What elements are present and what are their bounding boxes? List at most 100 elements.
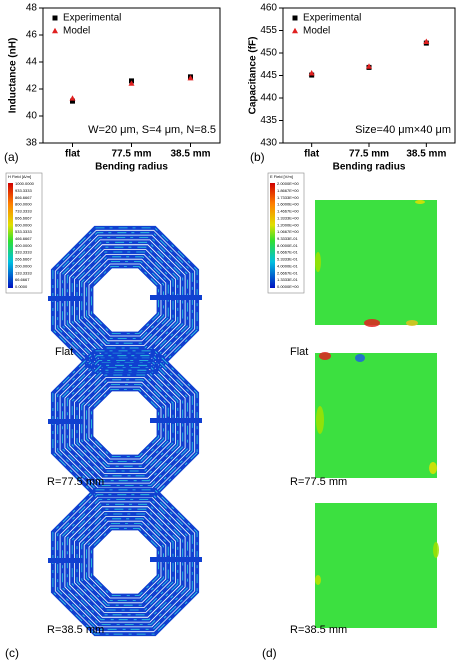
x-tick-label: flat — [65, 149, 81, 160]
colorbar-label: 66.6667 — [15, 277, 30, 282]
colorbar-label: 933.3333 — [15, 188, 32, 193]
field-spot — [319, 352, 331, 360]
y-tick-label: 40 — [26, 111, 38, 122]
caption: Flat — [55, 346, 73, 358]
coil-turn-field — [81, 379, 169, 467]
annotation: W=20 μm, S=4 μm, N=8.5 — [88, 124, 216, 136]
x-tick-label: flat — [304, 149, 320, 160]
marker-triangle — [292, 27, 298, 34]
legend-label: Experimental — [303, 13, 361, 24]
field-map — [315, 200, 437, 325]
x-tick-label: 38.5 mm — [170, 149, 210, 160]
caption: R=77.5 mm — [290, 476, 347, 488]
coil-turn-field — [66, 241, 184, 359]
colorbar-label: 800.0000 — [15, 202, 32, 207]
colorbar-label: 266.6667 — [15, 257, 32, 262]
colorbar-label: 1.0667E+00 — [277, 229, 299, 234]
coil-lead — [48, 296, 82, 301]
field-spot — [364, 319, 380, 327]
colorbar-label: 2.0000E+00 — [277, 181, 299, 186]
field-spot — [415, 200, 425, 204]
coil-lead — [150, 557, 202, 562]
y-tick-label: 440 — [260, 93, 277, 104]
field-spot — [406, 320, 418, 326]
coil-turn-field — [71, 369, 179, 477]
field-spot — [355, 354, 365, 362]
coil-turn-field — [81, 256, 169, 344]
field-spot — [315, 252, 321, 272]
coil-turn-field — [91, 528, 160, 596]
coil-turn-field — [52, 350, 198, 496]
marker-triangle — [187, 75, 194, 81]
colorbar-label: 6.6667E-01 — [277, 250, 298, 255]
colorbar-label: 0.0000 — [15, 284, 28, 289]
coil-turn-field — [52, 227, 198, 373]
field-map — [315, 353, 437, 478]
coil-turn-field — [76, 251, 174, 349]
field-map — [315, 503, 437, 628]
colorbar-label: 333.3333 — [15, 250, 32, 255]
colorbar-label: 133.3333 — [15, 270, 32, 275]
y-tick-label: 430 — [260, 138, 277, 149]
coil-lead — [150, 295, 202, 300]
y-tick-label: 455 — [260, 25, 277, 36]
x-tick-label: 77.5 mm — [111, 149, 151, 160]
colorbar-label: 1000.0000 — [15, 181, 35, 186]
field-spot — [316, 406, 324, 434]
coil-turn-field — [76, 513, 174, 611]
colorbar-label: 1.3333E+00 — [277, 215, 299, 220]
y-tick-label: 42 — [26, 84, 38, 95]
colorbar-label: 1.3333E-01 — [277, 277, 298, 282]
x-axis-label: Bending radius — [95, 162, 168, 173]
y-tick-label: 48 — [26, 3, 38, 14]
coil-turn-field — [66, 503, 184, 621]
marker-square — [52, 15, 58, 21]
x-axis-label: Bending radius — [333, 162, 406, 173]
colorbar — [8, 183, 13, 288]
coil-turn-field — [57, 494, 193, 630]
coil-turn-field — [66, 364, 184, 482]
coil-turn-field — [52, 489, 198, 635]
legend-label: Experimental — [63, 13, 121, 24]
annotation: Size=40 μm×40 μm — [355, 124, 451, 136]
colorbar-label: 866.6667 — [15, 195, 32, 200]
colorbar-label: 400.0000 — [15, 243, 32, 248]
marker-triangle — [366, 63, 372, 69]
panel-label: (d) — [262, 646, 277, 660]
colorbar — [270, 183, 275, 288]
colorbar-label: 200.0000 — [15, 263, 32, 268]
colorbar-label: 533.3333 — [15, 229, 32, 234]
y-tick-label: 445 — [260, 70, 277, 81]
coil-turn-field — [91, 388, 160, 458]
marker-triangle — [69, 95, 76, 101]
panel-label: (b) — [250, 150, 265, 164]
colorbar-title: E Field [V/m] — [270, 174, 293, 179]
panel-label: (a) — [4, 150, 19, 164]
caption: R=38.5 mm — [47, 624, 104, 636]
y-tick-label: 38 — [26, 138, 38, 149]
colorbar-title: H Field [A/m] — [8, 174, 31, 179]
colorbar-label: 1.6000E+00 — [277, 202, 299, 207]
coil-turn-field — [76, 374, 174, 472]
caption: R=38.5 mm — [290, 624, 347, 636]
coil-turn-field — [86, 523, 164, 601]
y-tick-label: 460 — [260, 3, 277, 14]
marker-square — [70, 98, 75, 104]
coil-lead — [48, 419, 82, 424]
coil-turn-field — [62, 360, 188, 486]
y-tick-label: 46 — [26, 30, 38, 41]
colorbar-label: 600.0000 — [15, 222, 32, 227]
colorbar-label: 466.6667 — [15, 236, 32, 241]
marker-triangle — [423, 38, 430, 44]
caption: R=77.5 mm — [47, 476, 104, 488]
coil-turn-field — [91, 265, 160, 335]
colorbar-label: 0.0000E+00 — [277, 284, 299, 289]
x-tick-label: 38.5 mm — [406, 149, 446, 160]
y-tick-label: 435 — [260, 115, 277, 126]
colorbar-label: 8.0000E-01 — [277, 243, 298, 248]
y-tick-label: 44 — [26, 57, 38, 68]
marker-triangle — [52, 27, 58, 34]
coil-turn-field — [81, 518, 169, 606]
coil-turn-field — [71, 246, 179, 354]
